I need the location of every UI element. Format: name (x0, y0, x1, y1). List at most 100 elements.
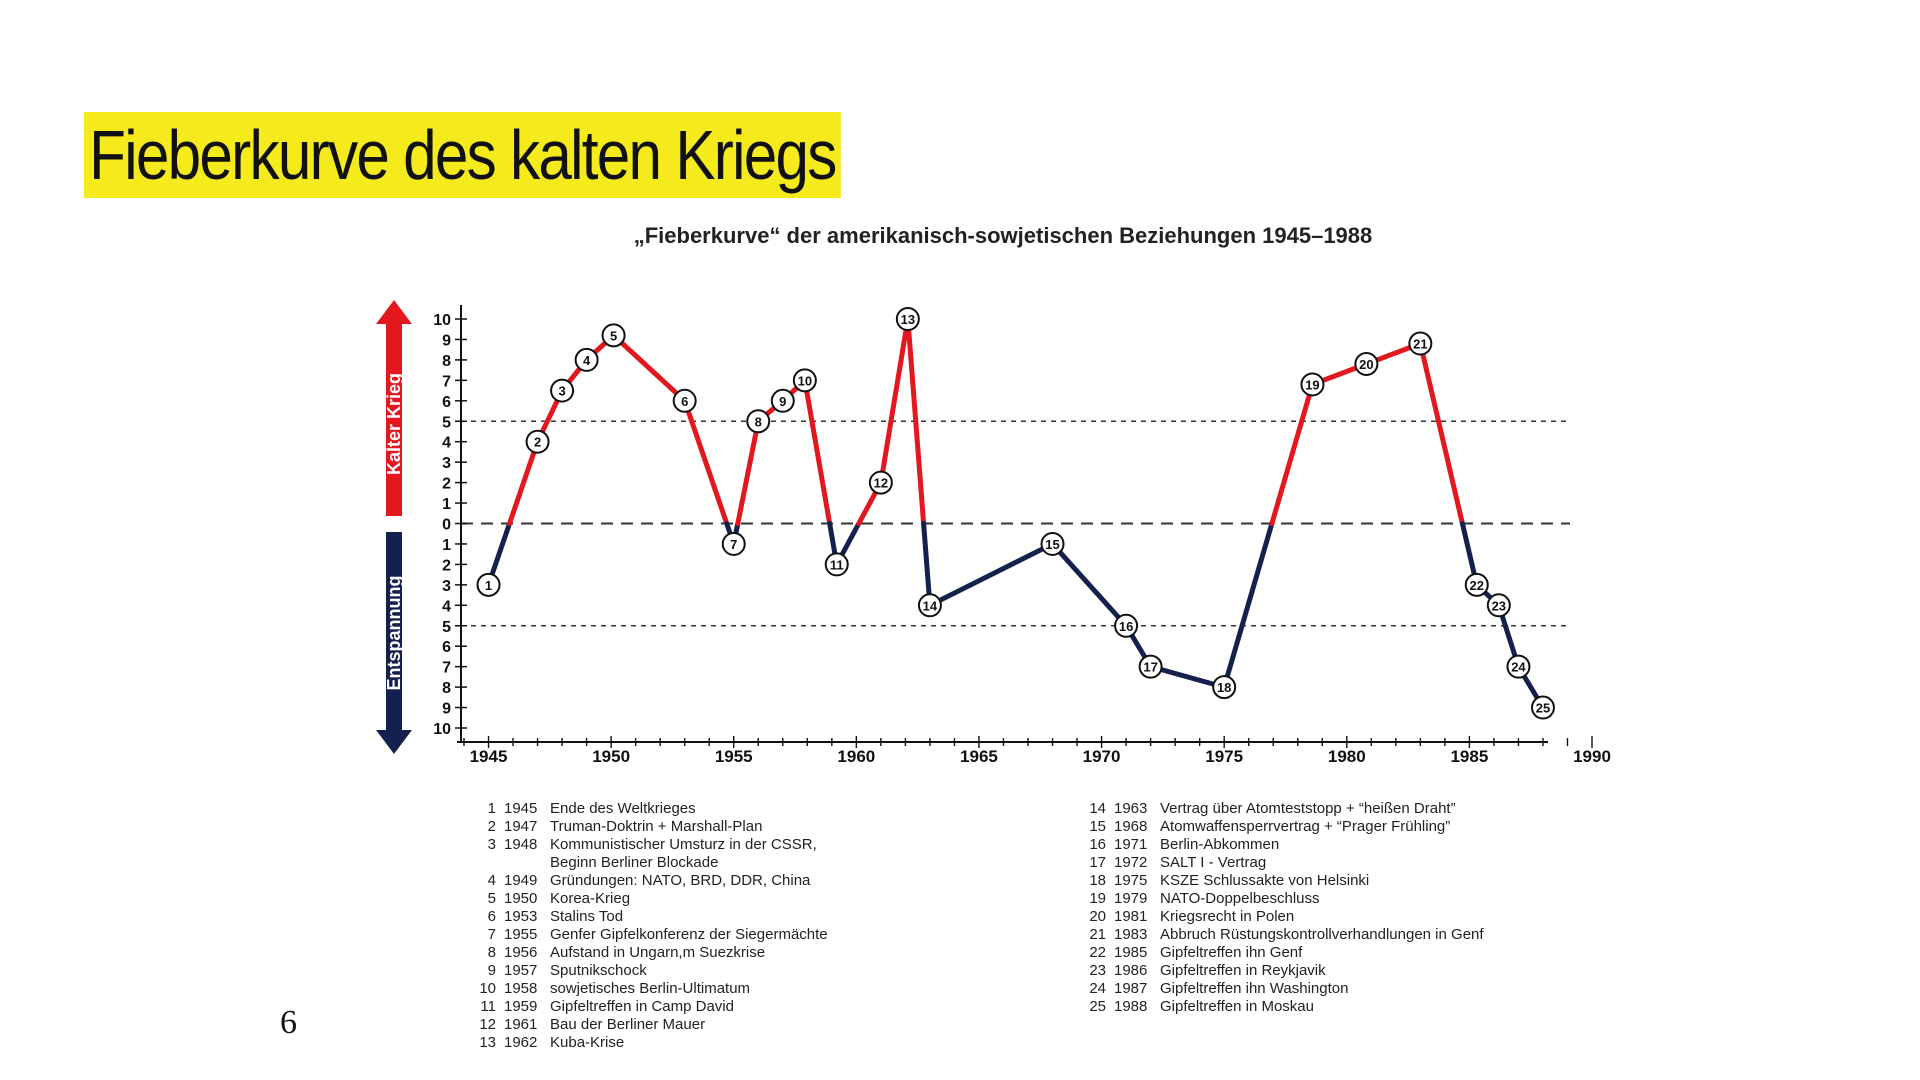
legend-year: 1953 (504, 908, 538, 925)
marker-number: 9 (779, 394, 786, 409)
marker-number: 16 (1119, 619, 1133, 634)
marker-number: 22 (1470, 578, 1484, 593)
legend-row: 17 1972 SALT I - Vertrag (1084, 854, 1484, 872)
legend-event: Bau der Berliner Mauer (550, 1016, 706, 1033)
legend-row: 5 1950 Korea-Krieg (474, 890, 828, 908)
legend-event: SALT I - Vertrag (1160, 854, 1267, 871)
legend-year: 1983 (1114, 926, 1148, 943)
series-segment (802, 377, 833, 526)
legend-event: Korea-Krieg (550, 890, 631, 907)
legend-event: Abbruch Rüstungskontrollverhandlungen in… (1160, 926, 1484, 943)
x-tick-label: 1960 (837, 747, 875, 766)
legend-event: Kommunistischer Umsturz in der CSSR, (550, 836, 817, 853)
marker-circle (792, 368, 817, 393)
slide-title: Fieberkurve des kalten Kriegs (84, 112, 841, 198)
y-tick-label: 2 (442, 476, 451, 493)
legend-year: 1947 (504, 818, 538, 835)
marker-number: 24 (1511, 660, 1526, 675)
marker-circle (895, 307, 920, 331)
legend-year: 1957 (504, 962, 538, 979)
y-tick-label: 1 (442, 537, 451, 554)
event-marker-12: 12 (868, 470, 893, 495)
x-tick-label: 1990 (1573, 747, 1611, 766)
legend-row: 15 1968 Atomwaffensperrvertrag + “Prager F… (1084, 818, 1484, 836)
legend-event: Atomwaffensperrvertrag + “Prager Frühlin… (1160, 818, 1451, 835)
marker-circle (1506, 654, 1531, 679)
grid-layer (461, 420, 1570, 627)
event-marker-16: 16 (1114, 613, 1139, 638)
band-label-lower: Entspannung (384, 576, 404, 691)
marker-circle (1138, 654, 1163, 679)
marker-circle (525, 429, 550, 454)
event-marker-5: 5 (601, 323, 626, 348)
legend-number (474, 854, 496, 872)
legend-right-column: 14 1963 Vertrag über Atomteststopp + “heiß… (1084, 800, 1484, 1016)
marker-circle (824, 552, 849, 577)
marker-circle (1212, 675, 1237, 700)
legend-event: KSZE Schlussakte von Helsinki (1160, 872, 1370, 889)
y-tick-label: 10 (433, 312, 451, 329)
marker-circle (917, 593, 942, 618)
marker-number: 19 (1305, 377, 1319, 392)
legend-event: Kuba-Krise (550, 1034, 625, 1051)
series-segment (682, 398, 730, 526)
legend-event: Genfer Gipfelkonferenz der Siegermächte (550, 926, 828, 943)
event-marker-1: 1 (476, 572, 501, 597)
y-tick-label: 3 (442, 578, 451, 595)
legend-number: 11 (480, 998, 496, 1015)
x-tick-label: 1980 (1328, 747, 1366, 766)
x-tick-label: 1950 (592, 747, 630, 766)
marker-circle (1354, 351, 1379, 376)
legend-year: 1955 (504, 926, 538, 943)
legend-year: 1945 (504, 800, 538, 817)
y-tick-label: 9 (442, 332, 451, 349)
page-number: 6 (280, 1004, 297, 1041)
legend-year: 1958 (504, 980, 538, 997)
legend-event: Gründungen: NATO, BRD, DDR, China (550, 872, 811, 889)
marker-number: 17 (1143, 660, 1157, 675)
marker-circle (1464, 572, 1489, 597)
series-segment (1221, 521, 1275, 690)
x-tick-label: 1965 (960, 747, 998, 766)
marker-circle (1114, 613, 1139, 638)
legend-left-column: 1 1945 Ende des Weltkrieges 2 1947 Truman-Dok… (474, 800, 828, 1052)
marker-number: 3 (558, 384, 565, 399)
marker-number: 18 (1217, 680, 1231, 695)
y-tick-label: 1 (442, 496, 451, 513)
event-marker-7: 7 (721, 531, 746, 556)
series-segment (921, 521, 933, 608)
event-marker-2: 2 (525, 429, 550, 454)
legend-row: 19 1979 NATO-Doppelbeschluss (1084, 890, 1484, 908)
cold-war-arrow (376, 300, 412, 516)
legend-event: Gipfeltreffen ihn Washington (1160, 980, 1349, 997)
legend-year: 1963 (1114, 800, 1148, 817)
legend-number: 2 (487, 818, 496, 835)
marker-circle (1530, 695, 1555, 720)
marker-number: 12 (874, 476, 888, 491)
legend-year: 1971 (1114, 836, 1148, 853)
legend-number: 5 (487, 890, 496, 907)
event-marker-4: 4 (574, 347, 599, 372)
legend-row: Beginn Berliner Blockade (474, 854, 828, 872)
marker-circle (721, 531, 746, 556)
series-segment (611, 332, 688, 404)
marker-circle (1486, 593, 1511, 618)
chart-title: „Fieberkurve“ der amerikanisch-sowjetisc… (634, 223, 1373, 248)
legend-event: Gipfeltreffen in Moskau (1160, 998, 1314, 1015)
legend-row: 24 1987 Gipfeltreffen ihn Washington (1084, 980, 1484, 998)
legend-event: sowjetisches Berlin-Ultimatum (550, 980, 751, 997)
y-tick-label: 4 (442, 598, 451, 615)
legend-event: Beginn Berliner Blockade (550, 854, 719, 871)
legend-row: 11 1959 Gipfeltreffen in Camp David (474, 998, 828, 1016)
marker-circle (476, 572, 501, 597)
marker-number: 23 (1492, 598, 1506, 613)
event-marker-18: 18 (1212, 675, 1237, 700)
legend-number: 14 (1089, 800, 1106, 817)
event-marker-9: 9 (770, 388, 795, 413)
legend-number: 21 (1089, 926, 1106, 943)
y-tick-label: 7 (442, 660, 451, 677)
series-segment (1269, 381, 1315, 526)
x-tick-label: 1970 (1083, 747, 1121, 766)
